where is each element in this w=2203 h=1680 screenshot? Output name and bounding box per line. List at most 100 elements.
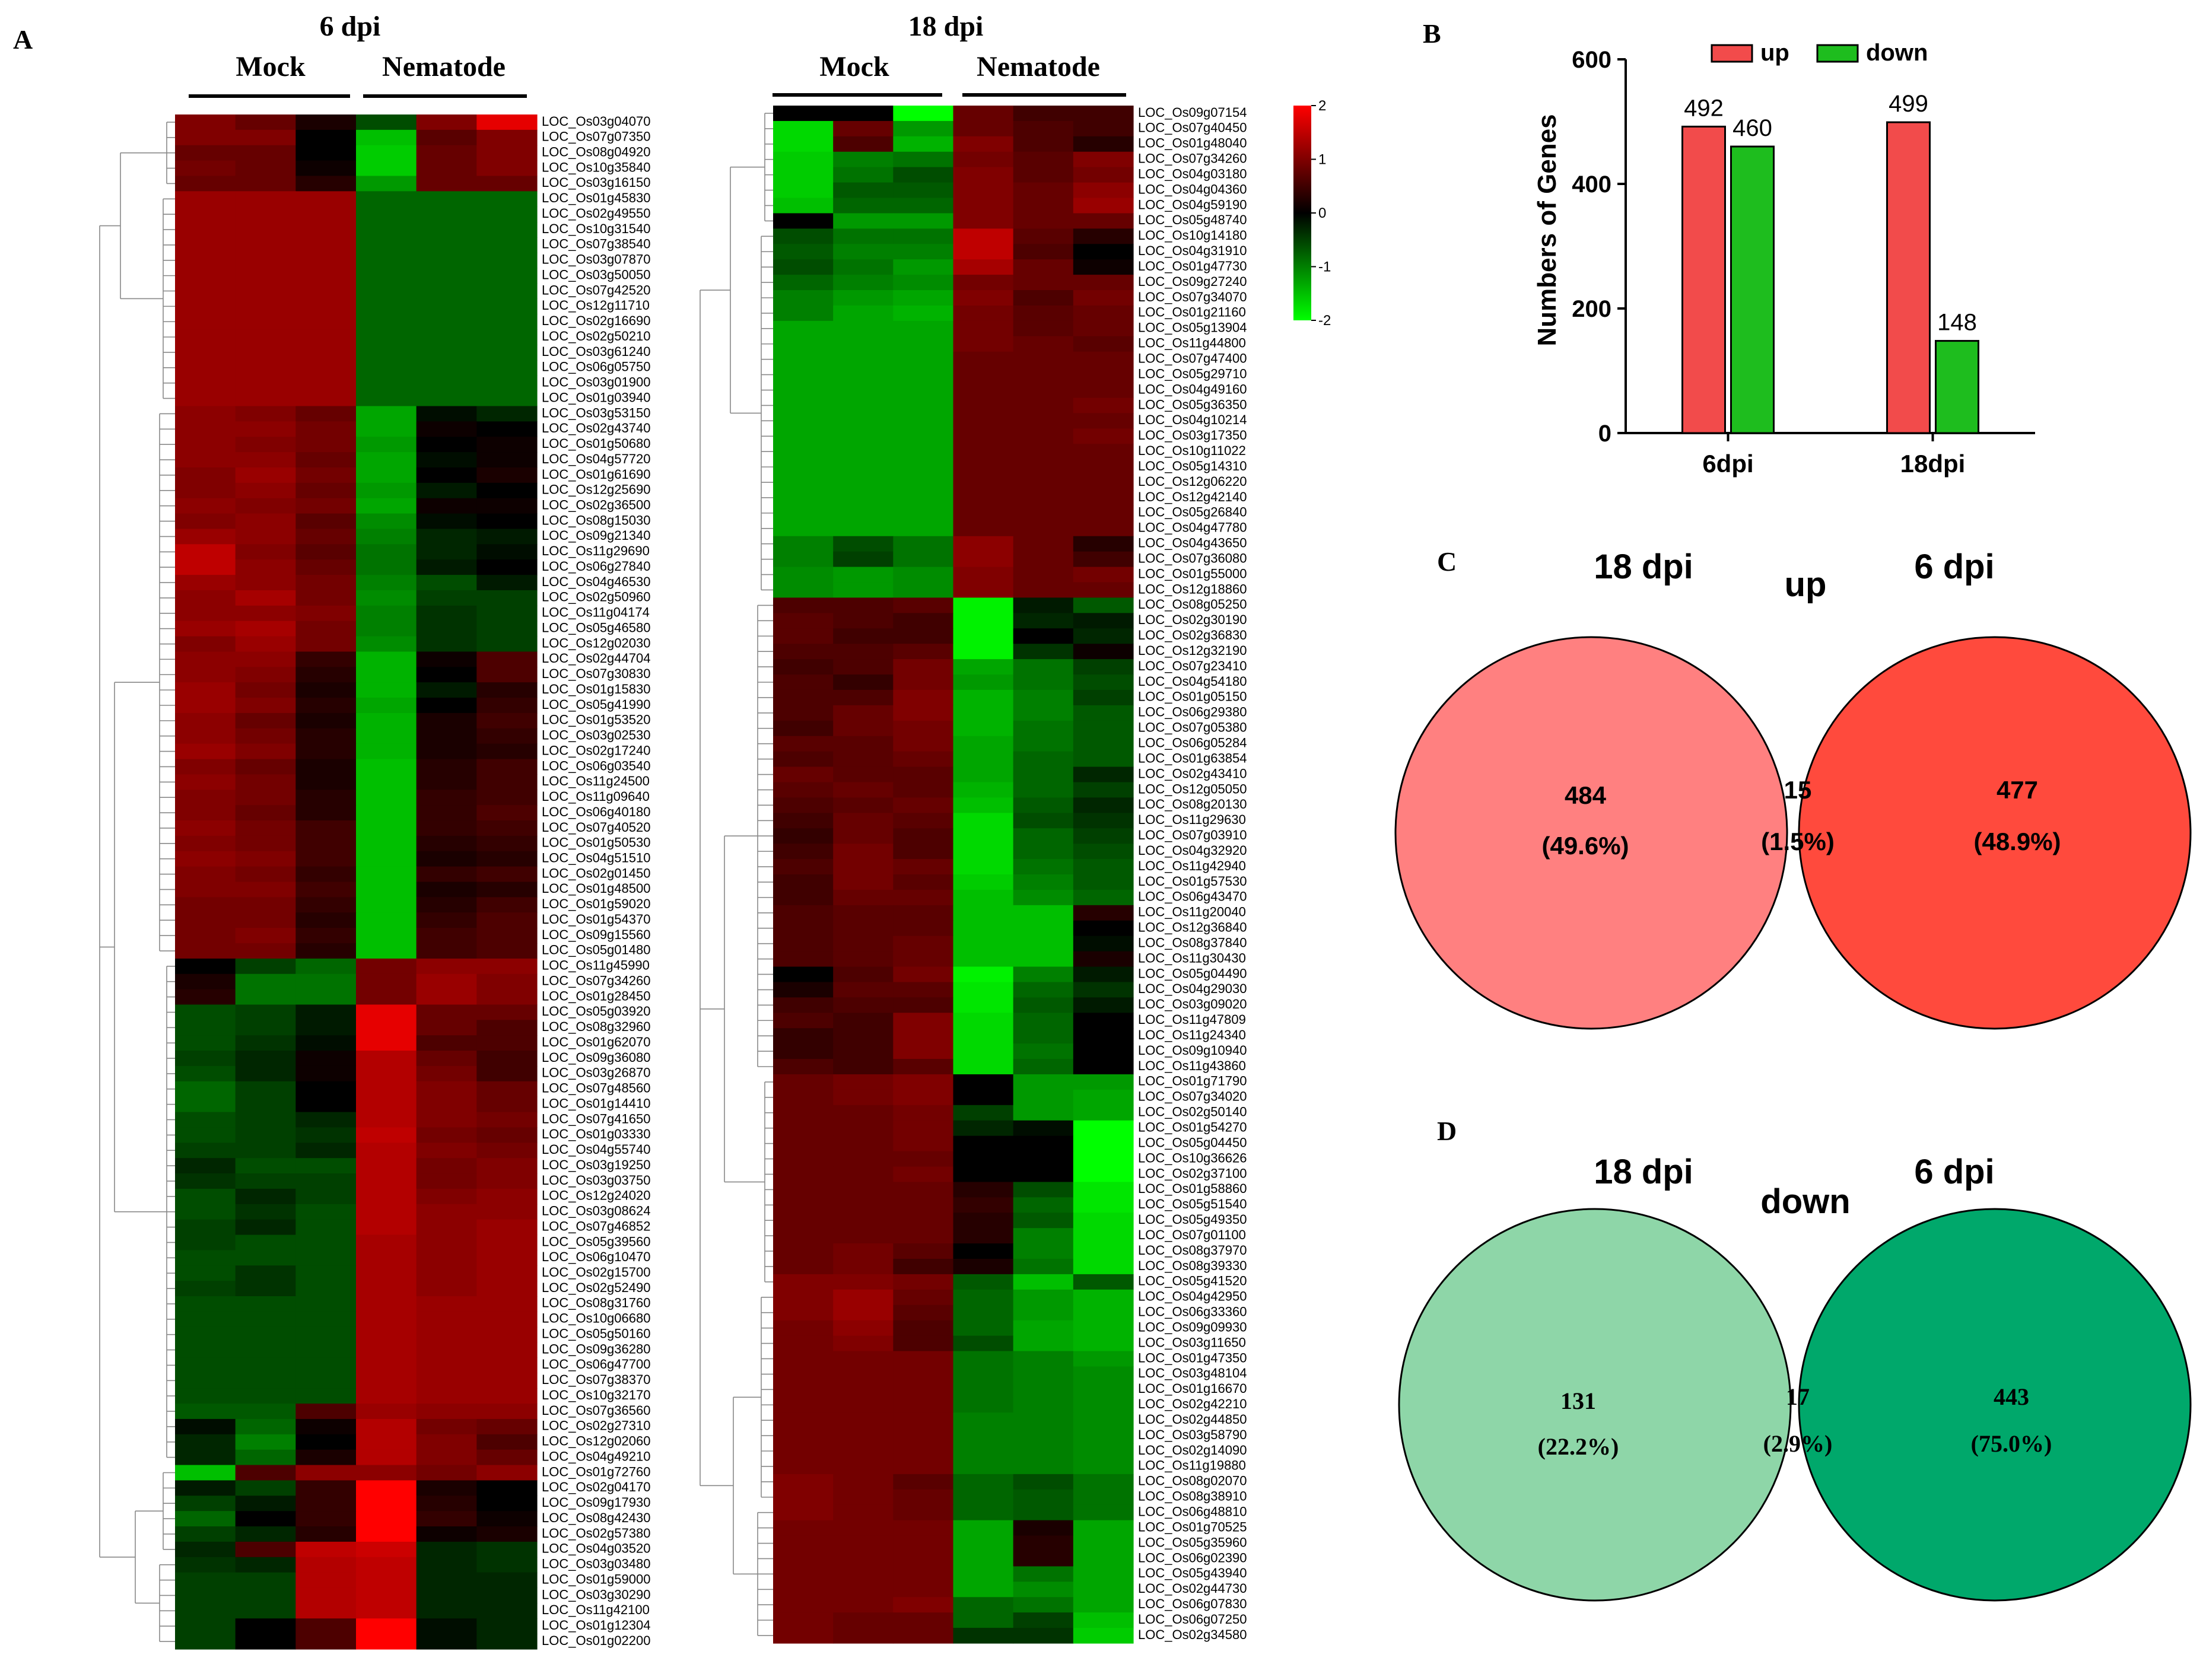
heatmap-cell (175, 1173, 236, 1189)
heatmap-cell (235, 359, 296, 376)
heatmap-cell (295, 866, 357, 883)
heatmap-row-label: LOC_Os08g05250 (1138, 597, 1247, 612)
heatmap-cell (476, 759, 538, 775)
heatmap-cell (476, 1219, 538, 1236)
heatmap-cell (356, 1051, 417, 1067)
heatmap-cell (893, 397, 954, 413)
heatmap-cell (175, 851, 236, 867)
heatmap-cell (175, 989, 236, 1006)
heatmap-row-label: LOC_Os12g02060 (542, 1434, 650, 1449)
heatmap-row-label: LOC_Os06g05284 (1138, 735, 1247, 750)
heatmap-cell (175, 222, 236, 238)
heatmap-cell (953, 397, 1014, 413)
heatmap-cell (295, 973, 357, 990)
heatmap-cell (893, 490, 954, 506)
heatmap-cell (356, 1004, 417, 1020)
heatmap-row-label: LOC_Os12g05050 (1138, 781, 1247, 796)
heatmap-cell (953, 751, 1014, 768)
heatmap-cell (476, 513, 538, 530)
heatmap-cell (175, 973, 236, 990)
heatmap-cell (833, 1382, 894, 1398)
heatmap-cell (476, 1342, 538, 1358)
heatmap-row-label: LOC_Os04g57720 (542, 451, 650, 466)
heatmap-cell (1013, 1566, 1074, 1582)
heatmap-cell (773, 951, 834, 968)
heatmap-cell (295, 1418, 357, 1435)
heatmap-cell (235, 1096, 296, 1113)
heatmap-cell (416, 467, 477, 483)
heatmap-cell (476, 314, 538, 330)
heatmap-cell (773, 1105, 834, 1121)
heatmap-cell (893, 982, 954, 998)
heatmap-cell (953, 1520, 1014, 1536)
heatmap-cell (1073, 905, 1134, 921)
heatmap-cell (773, 397, 834, 413)
heatmap-cell (893, 1489, 954, 1506)
heatmap-cell (235, 1020, 296, 1036)
heatmap-cell (356, 406, 417, 422)
heatmap-row-label: LOC_Os01g14410 (542, 1096, 650, 1111)
heatmap-cell (356, 1449, 417, 1466)
heatmap-cell (1013, 1351, 1074, 1367)
heatmap-cell (773, 106, 834, 122)
heatmap-cell (295, 575, 357, 591)
heatmap-cell (356, 298, 417, 314)
heatmap-cell (893, 1197, 954, 1213)
heatmap-cell (773, 336, 834, 352)
heatmap-cell (416, 575, 477, 591)
heatmap-cell (356, 145, 417, 161)
heatmap-cell (356, 1357, 417, 1373)
heatmap-cell (773, 259, 834, 275)
heatmap-cell (295, 1572, 357, 1589)
heatmap-cell (953, 413, 1014, 429)
heatmap-cell (235, 1004, 296, 1020)
heatmap-row-label: LOC_Os03g04070 (542, 114, 650, 129)
heatmap-cell (773, 1428, 834, 1444)
heatmap-cell (295, 1480, 357, 1496)
heatmap-cell (235, 1296, 296, 1312)
heatmap-cell (773, 1135, 834, 1152)
heatmap-cell (476, 1496, 538, 1512)
heatmap-row-label: LOC_Os01g03330 (542, 1127, 650, 1141)
heatmap-cell (893, 844, 954, 860)
heatmap-cell (893, 828, 954, 844)
heatmap-row-label: LOC_Os07g36560 (542, 1403, 650, 1418)
heatmap-cell (476, 1541, 538, 1558)
heatmap-cell (773, 305, 834, 322)
heatmap-cell (356, 498, 417, 514)
heatmap-cell (235, 559, 296, 575)
heatmap-cell (175, 1357, 236, 1373)
heatmap-cell (893, 213, 954, 229)
heatmap-cell (235, 835, 296, 852)
heatmap-cell (416, 790, 477, 806)
heatmap-cell (1013, 951, 1074, 968)
heatmap-cell (295, 1204, 357, 1220)
bar-x-tick-label: 18dpi (1900, 450, 1966, 478)
heatmap-cell (1013, 659, 1074, 675)
heatmap-cell (1013, 275, 1074, 291)
heatmap-cell (1013, 1489, 1074, 1506)
heatmap-cell (416, 820, 477, 836)
heatmap-cell (476, 467, 538, 483)
heatmap-cell (893, 428, 954, 444)
heatmap-cell (893, 1274, 954, 1290)
heatmap-cell (235, 958, 296, 975)
heatmap-cell (1013, 1397, 1074, 1413)
heatmap-cell (953, 674, 1014, 691)
heatmap-row-label: LOC_Os08g15030 (542, 513, 650, 527)
heatmap-cell (893, 120, 954, 137)
heatmap-cell (356, 1496, 417, 1512)
heatmap-cell (893, 1228, 954, 1244)
heatmap-cell (1013, 813, 1074, 829)
heatmap-cell (295, 176, 357, 192)
heatmap-cell (773, 228, 834, 244)
heatmap-cell (295, 529, 357, 545)
heatmap-cell (833, 1597, 894, 1613)
heatmap-cell (1013, 966, 1074, 983)
heatmap-cell (953, 905, 1014, 921)
heatmap-cell (476, 1035, 538, 1051)
heatmap-cell (833, 1535, 894, 1552)
heatmap-row-label: LOC_Os07g38370 (542, 1372, 650, 1387)
heatmap-cell (175, 1480, 236, 1496)
heatmap-cell (476, 329, 538, 345)
